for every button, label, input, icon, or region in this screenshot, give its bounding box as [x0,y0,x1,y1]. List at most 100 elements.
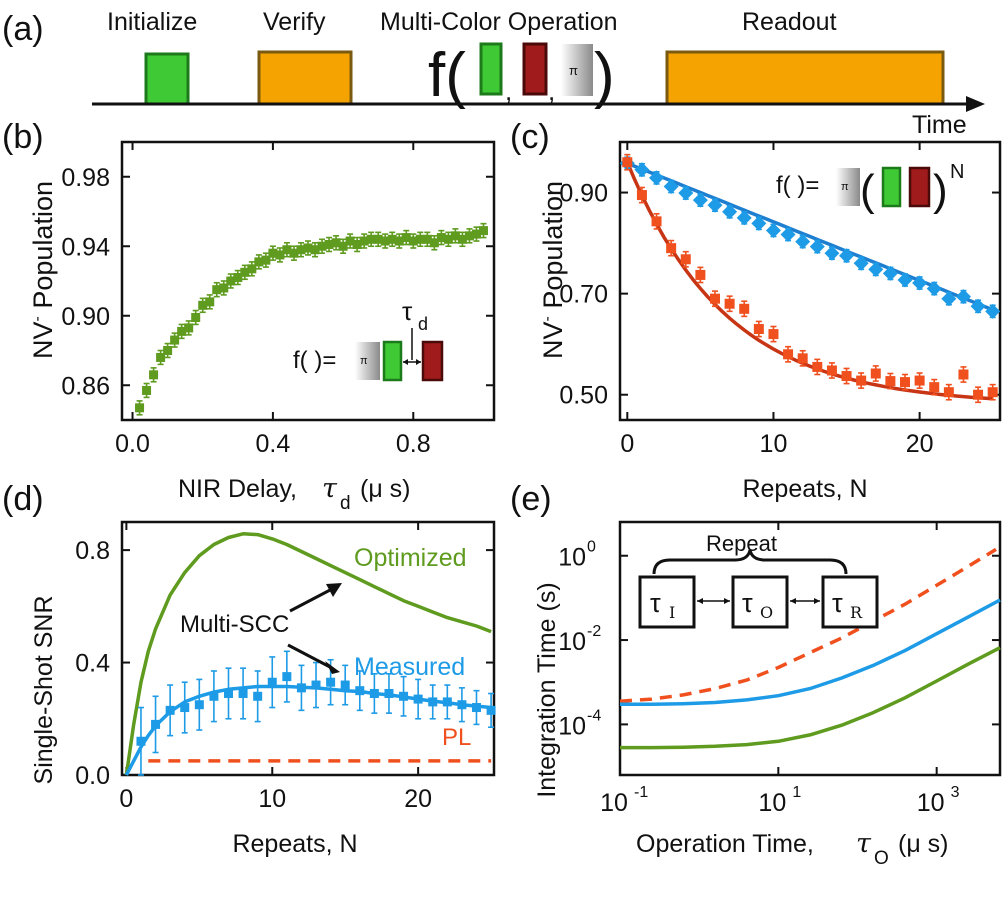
d-ytick-label-1: 0.4 [75,650,110,678]
c-s1-point-20 [914,375,925,386]
b-s0-point-5 [170,335,180,345]
c-s1-point-21 [929,382,940,393]
d-measured-point-1 [151,719,161,729]
c-s0-point-3 [663,178,679,194]
c-s0-point-2 [649,170,665,186]
chart-e: 10 -1 10 1 10 310 -410 -210 0 [558,520,1002,817]
b-s0-point-45 [450,231,460,241]
b-s0-point-25 [310,245,320,255]
d-measured-point-2 [165,705,175,715]
c-s1-point-18 [885,376,896,387]
c-s0-point-8 [736,210,752,226]
c-xlabel: Repeats, N [742,475,867,503]
b-s0-point-17 [254,257,264,267]
inset-c-close: ) [933,166,948,215]
inset-b-pi [355,342,380,380]
mc-red-pulse [522,42,548,96]
c-s1-point-13 [812,361,823,372]
d-measured-point-7 [238,688,248,698]
e-xtick-label-2: 10 [917,789,945,817]
inset-c-pi-label: π [841,181,849,193]
c-s1-point-1 [636,190,647,201]
c-plot-frame [618,140,1002,422]
d-measured-point-22 [457,700,467,710]
inset-b-arrow-l [403,359,408,365]
b-s0-point-44 [443,234,453,244]
c-s1-point-9 [753,324,764,335]
inset-e-box-r [821,575,879,629]
b-s0-point-0 [135,403,145,413]
inset-b-tau-sub: d [418,314,428,334]
inset-e-sub-r: R [850,603,863,622]
b-s0-point-27 [324,240,334,250]
d-measured-point-24 [486,705,496,715]
b-xlabel-sub: d [340,493,351,514]
b-s0-point-21 [282,245,292,255]
c-xtick-label-2: 20 [906,430,934,458]
comma-2: , [548,76,555,106]
e-xtick-exp-2: 3 [951,784,960,801]
b-s0-point-8 [191,312,201,322]
b-ytick-label-3: 0.98 [61,164,110,192]
initialize-pulse [144,52,190,106]
b-s0-point-18 [261,255,271,265]
inset-e-box-o [731,575,789,629]
inset-b-red [421,340,444,382]
c-s1-point-2 [651,216,662,227]
e-ytick-exp-2: 0 [587,539,596,556]
d-measured-point-0 [136,736,146,746]
c-s1-point-19 [900,377,910,388]
d-ylabel: Single-Shot SNR [30,596,58,785]
inset-e-tau-r: τ [832,588,843,618]
e-ytick-label-1: 10 [558,628,586,656]
inset-c: f( )= π ( ) N [776,161,964,215]
c-s0-point-19 [897,272,913,288]
c-s1-point-14 [826,365,837,376]
chart-c: 0 10 20 0.50 0.70 0.90 [559,140,1002,458]
b-s0-point-39 [408,236,418,246]
b-s0-point-38 [401,233,411,243]
b-s0-point-43 [436,233,446,243]
mc-green-pulse [479,42,503,96]
inset-c-red [908,166,931,208]
d-plot-frame [120,520,496,777]
e-line-2 [620,646,1001,750]
c-s1-point-24 [973,389,984,400]
annotations-d: Optimized Multi-SCC Measured PL [180,544,471,751]
c-s1-point-11 [783,349,794,360]
d-xtick-label-1: 10 [258,785,286,813]
b-s0-point-1 [142,385,152,395]
label-initialize: Initialize [107,8,197,36]
d-measured-point-9 [267,677,277,687]
b-s0-point-15 [240,267,250,277]
b-s0-point-12 [219,283,229,293]
b-s0-point-46 [457,234,467,244]
inset-c-open: ( [860,166,875,215]
b-s0-point-49 [478,226,488,236]
b-xtick-label-2: 0.8 [396,430,431,458]
inset-e-link-2-r [814,598,820,604]
c-s0-point-4 [678,185,694,201]
readout-pulse [665,50,945,106]
d-measured-point-14 [340,680,350,690]
c-s1-point-4 [680,254,691,265]
b-xlabel-text: NIR Delay, [178,475,297,503]
inset-c-sup: N [950,161,964,183]
b-s0-point-22 [289,248,299,258]
panel-label-d: (d) [2,480,44,518]
inset-c-pi [836,168,860,206]
c-s1-point-15 [841,371,852,382]
c-s0-point-21 [926,281,942,297]
arrow-to-measured-head [325,661,340,674]
label-measured: Measured [354,653,465,681]
c-s1-point-17 [870,368,881,379]
d-measured-point-17 [384,688,394,698]
e-xtick-exp-0: -1 [634,784,648,801]
b-xtick-label-1: 0.4 [256,430,291,458]
inset-e-sub-i: I [669,603,675,622]
d-measured-point-21 [442,697,452,707]
c-s0-point-1 [634,162,650,178]
b-plot-frame [120,140,496,422]
c-s1-point-25 [987,387,998,398]
c-s1-point-0 [622,157,633,168]
